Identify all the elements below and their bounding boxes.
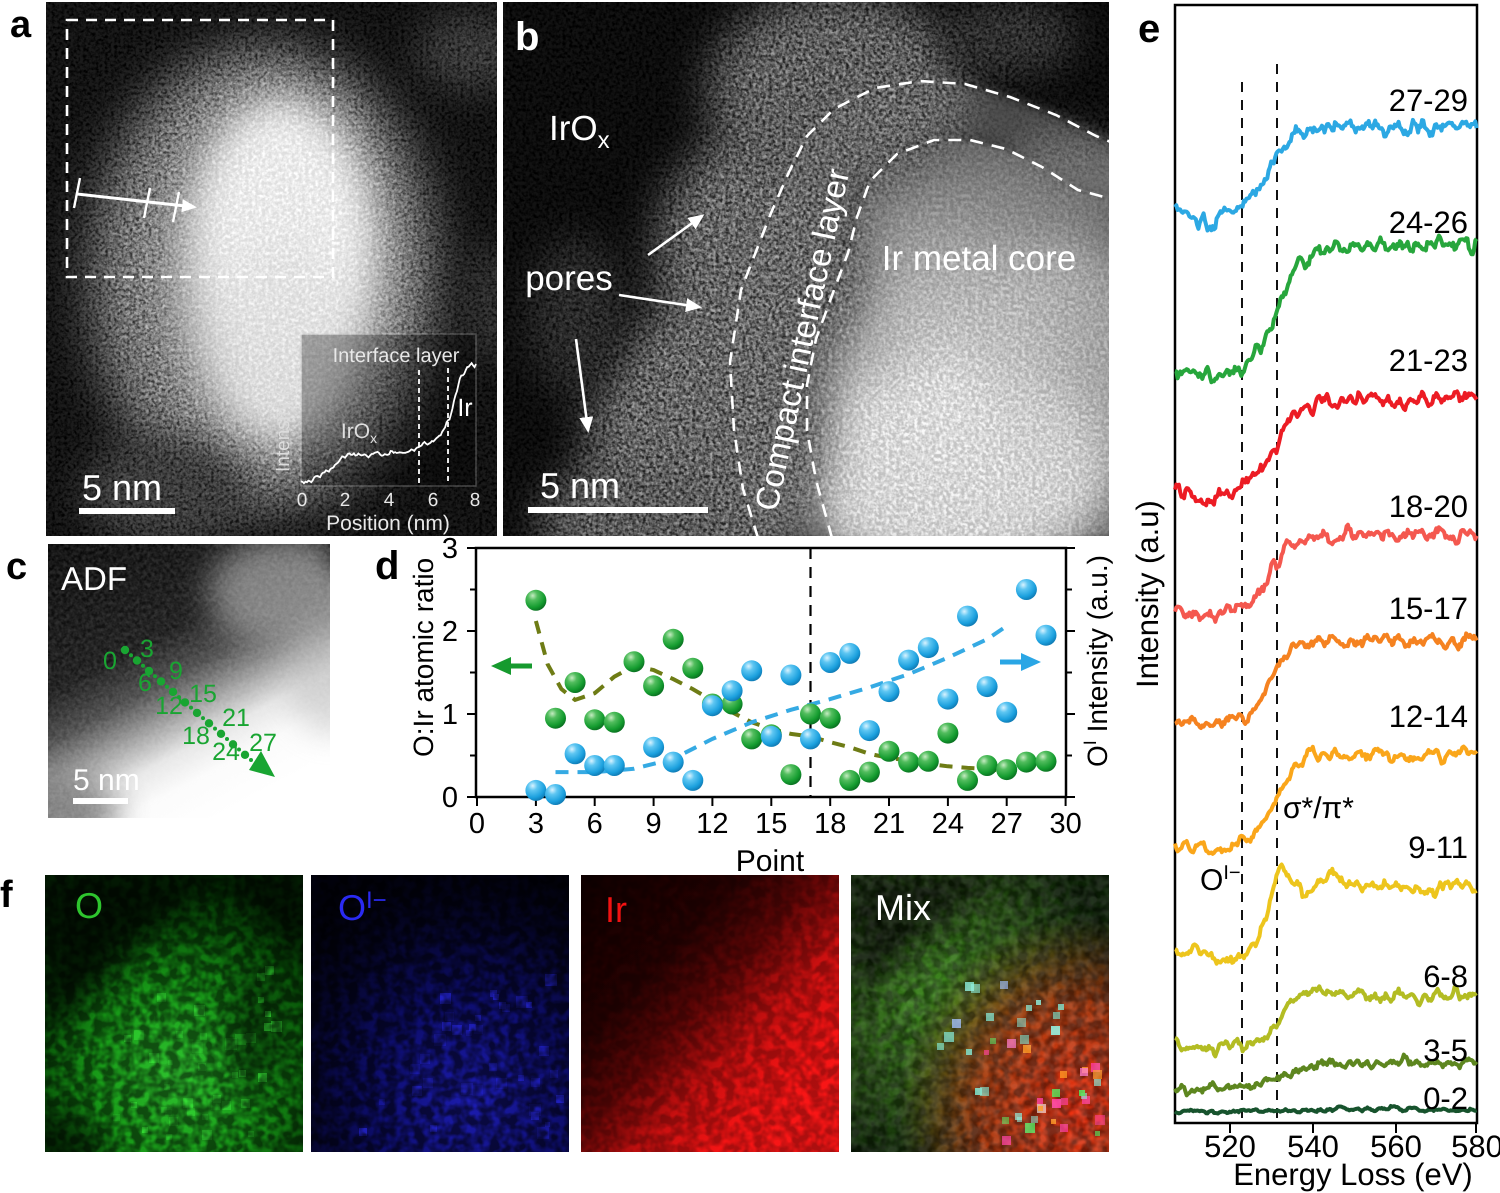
svg-text:9: 9 xyxy=(646,808,662,840)
svg-text:OI−: OI− xyxy=(1200,862,1241,897)
svg-text:d: d xyxy=(375,544,399,588)
svg-text:5 nm: 5 nm xyxy=(82,467,162,508)
svg-text:2: 2 xyxy=(442,616,458,648)
svg-text:540: 540 xyxy=(1287,1129,1339,1164)
svg-text:0: 0 xyxy=(297,490,308,511)
svg-text:6-8: 6-8 xyxy=(1423,959,1468,994)
svg-text:15: 15 xyxy=(189,680,217,708)
svg-text:18-20: 18-20 xyxy=(1389,489,1468,524)
svg-text:560: 560 xyxy=(1370,1129,1422,1164)
svg-text:3: 3 xyxy=(140,635,154,663)
svg-text:O: O xyxy=(75,885,103,926)
svg-text:0: 0 xyxy=(442,782,458,814)
svg-text:12: 12 xyxy=(696,808,728,840)
svg-text:pores: pores xyxy=(525,259,613,298)
svg-text:Energy Loss (eV): Energy Loss (eV) xyxy=(1233,1157,1473,1192)
svg-text:15: 15 xyxy=(755,808,787,840)
svg-text:0: 0 xyxy=(103,647,117,675)
svg-text:18: 18 xyxy=(182,722,210,750)
svg-text:6: 6 xyxy=(587,808,603,840)
svg-text:Interface layer: Interface layer xyxy=(333,345,460,367)
svg-text:9: 9 xyxy=(169,657,183,685)
svg-text:b: b xyxy=(515,15,539,59)
svg-text:27: 27 xyxy=(249,729,277,757)
svg-text:σ*/π*: σ*/π* xyxy=(1283,792,1354,825)
svg-text:27: 27 xyxy=(991,808,1023,840)
svg-text:9-11: 9-11 xyxy=(1408,830,1468,865)
svg-text:OI Intensity (a.u.): OI Intensity (a.u.) xyxy=(1080,555,1113,767)
svg-text:4: 4 xyxy=(384,490,395,511)
svg-text:O:Ir atomic ratio: O:Ir atomic ratio xyxy=(408,558,439,757)
svg-text:5 nm: 5 nm xyxy=(540,465,620,506)
svg-text:3: 3 xyxy=(442,535,458,565)
svg-text:15-17: 15-17 xyxy=(1389,591,1468,626)
svg-text:21: 21 xyxy=(873,808,905,840)
svg-text:Position (nm): Position (nm) xyxy=(326,512,450,535)
svg-text:Ir metal core: Ir metal core xyxy=(882,239,1077,278)
svg-text:24: 24 xyxy=(212,738,240,766)
svg-text:30: 30 xyxy=(1049,808,1081,840)
svg-text:8: 8 xyxy=(470,490,481,511)
svg-text:3: 3 xyxy=(528,808,544,840)
svg-text:6: 6 xyxy=(428,490,439,511)
svg-text:1: 1 xyxy=(442,699,458,731)
svg-text:Intensity (a.u.): Intensity (a.u.) xyxy=(273,352,294,472)
svg-text:24-26: 24-26 xyxy=(1389,205,1468,240)
svg-text:18: 18 xyxy=(814,808,846,840)
svg-text:21: 21 xyxy=(222,704,250,732)
svg-text:2: 2 xyxy=(340,490,351,511)
svg-text:Ir: Ir xyxy=(457,394,472,422)
svg-text:Point: Point xyxy=(736,845,805,878)
svg-text:ADF: ADF xyxy=(61,560,127,597)
svg-text:Ir: Ir xyxy=(605,889,627,930)
svg-text:520: 520 xyxy=(1204,1129,1256,1164)
svg-text:580: 580 xyxy=(1451,1129,1500,1164)
svg-text:21-23: 21-23 xyxy=(1389,343,1468,378)
svg-text:12: 12 xyxy=(155,692,183,720)
svg-text:0-2: 0-2 xyxy=(1423,1081,1468,1116)
svg-text:3-5: 3-5 xyxy=(1423,1033,1468,1068)
svg-text:Intensity (a.u): Intensity (a.u) xyxy=(1130,500,1165,688)
svg-text:e: e xyxy=(1138,7,1160,51)
svg-text:0: 0 xyxy=(469,808,485,840)
svg-text:6: 6 xyxy=(138,669,152,697)
svg-text:27-29: 27-29 xyxy=(1389,83,1468,118)
svg-text:12-14: 12-14 xyxy=(1389,699,1468,734)
svg-text:5 nm: 5 nm xyxy=(73,764,140,797)
svg-text:24: 24 xyxy=(932,808,964,840)
svg-text:Mix: Mix xyxy=(875,887,931,928)
